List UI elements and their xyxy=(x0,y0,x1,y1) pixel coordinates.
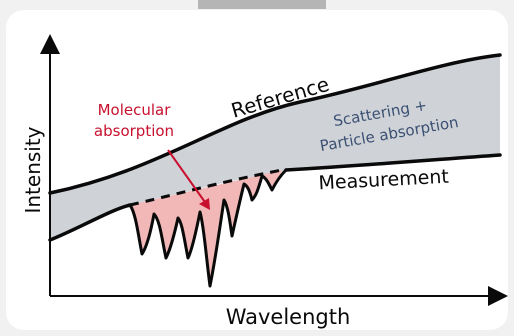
molecular-absorption-region xyxy=(130,170,282,286)
measurement-absorption-dips xyxy=(128,168,288,288)
x-axis-label: Wavelength xyxy=(226,305,351,329)
molecular-label-line1: Molecular xyxy=(98,101,172,119)
molecular-absorption-pointer xyxy=(167,149,208,206)
pointer-arrowhead-icon xyxy=(199,198,210,210)
measurement-curve-left xyxy=(48,203,132,242)
reference-curve xyxy=(48,53,502,195)
y-axis-label: Intensity xyxy=(21,126,45,213)
molecular-label-line2: absorption xyxy=(94,122,174,140)
top-tab xyxy=(198,0,326,9)
measurement-curve-right xyxy=(284,153,502,172)
scattering-region xyxy=(50,55,500,240)
baseline-dashed-line xyxy=(129,168,283,207)
